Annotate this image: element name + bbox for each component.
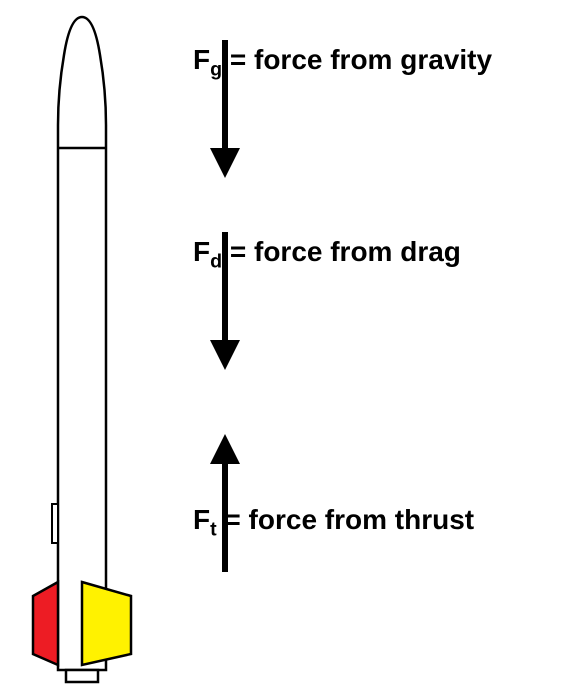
label-drag: Fd = force from drag	[193, 236, 461, 274]
label-gravity-text: = force from gravity	[222, 44, 492, 75]
label-drag-sub: d	[210, 251, 222, 273]
label-thrust-symbol: F	[193, 504, 210, 535]
diagram-canvas: Fg = force from gravity Fd = force from …	[0, 0, 566, 693]
label-drag-symbol: F	[193, 236, 210, 267]
label-gravity-symbol: F	[193, 44, 210, 75]
label-thrust-text: = force from thrust	[217, 504, 474, 535]
label-drag-text: = force from drag	[222, 236, 461, 267]
arrow-thrust	[210, 434, 240, 572]
label-gravity-sub: g	[210, 59, 222, 81]
label-thrust: Ft = force from thrust	[193, 504, 474, 542]
label-gravity: Fg = force from gravity	[193, 44, 492, 82]
force-arrows	[0, 0, 566, 693]
